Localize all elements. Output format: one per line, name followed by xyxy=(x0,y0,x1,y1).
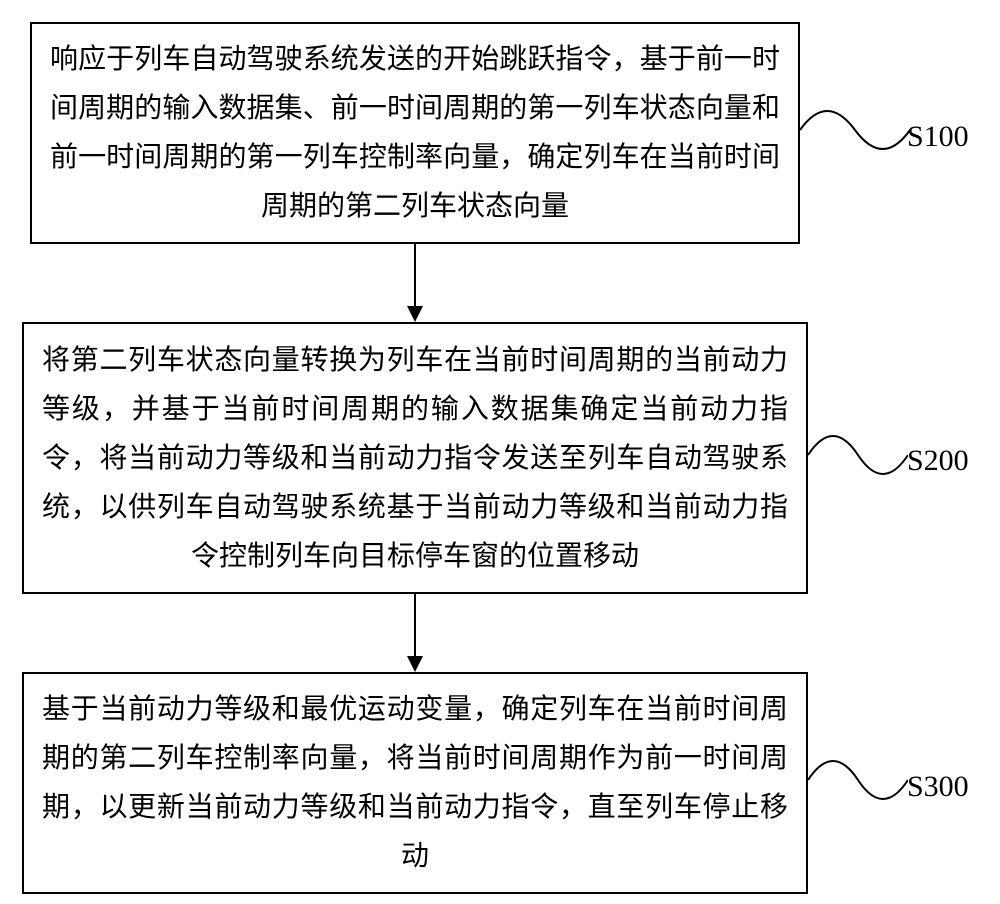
step-text-s300: 基于当前动力等级和最优运动变量，确定列车在当前时间周期的第二列车控制率向量，将当… xyxy=(42,685,788,881)
step-box-s200: 将第二列车状态向量转换为列车在当前时间周期的当前动力等级，并基于当前时间周期的输… xyxy=(22,322,808,594)
wave-connector-s100 xyxy=(800,100,910,160)
arrow-head-1 xyxy=(407,306,423,322)
step-text-s100: 响应于列车自动驾驶系统发送的开始跳跃指令，基于前一时间周期的输入数据集、前一时间… xyxy=(50,35,780,231)
arrow-line-2 xyxy=(414,594,416,656)
step-text-s200: 将第二列车状态向量转换为列车在当前时间周期的当前动力等级，并基于当前时间周期的输… xyxy=(42,336,788,581)
wave-connector-s300 xyxy=(808,750,908,810)
arrow-line-1 xyxy=(414,244,416,306)
step-box-s100: 响应于列车自动驾驶系统发送的开始跳跃指令，基于前一时间周期的输入数据集、前一时间… xyxy=(30,22,800,244)
flowchart-container: 响应于列车自动驾驶系统发送的开始跳跃指令，基于前一时间周期的输入数据集、前一时间… xyxy=(0,0,1000,904)
step-label-s300: S300 xyxy=(907,770,969,804)
arrow-head-2 xyxy=(407,656,423,672)
step-label-s100: S100 xyxy=(907,120,969,154)
step-box-s300: 基于当前动力等级和最优运动变量，确定列车在当前时间周期的第二列车控制率向量，将当… xyxy=(22,672,808,894)
wave-connector-s200 xyxy=(808,425,908,485)
step-label-s200: S200 xyxy=(907,444,969,478)
